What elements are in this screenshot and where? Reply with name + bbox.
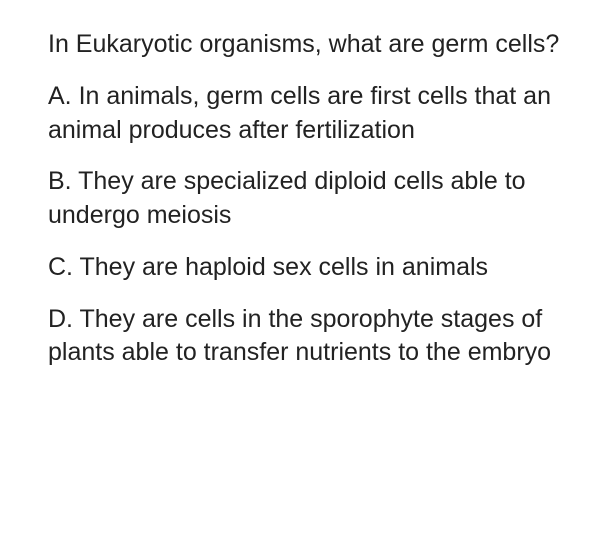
option-b: B. They are specialized diploid cells ab… [48, 165, 563, 233]
question-text: In Eukaryotic organisms, what are germ c… [48, 28, 563, 62]
option-c: C. They are haploid sex cells in animals [48, 251, 563, 285]
question-container: In Eukaryotic organisms, what are germ c… [0, 0, 611, 398]
option-a: A. In animals, germ cells are first cell… [48, 80, 563, 148]
option-d: D. They are cells in the sporophyte stag… [48, 303, 563, 371]
